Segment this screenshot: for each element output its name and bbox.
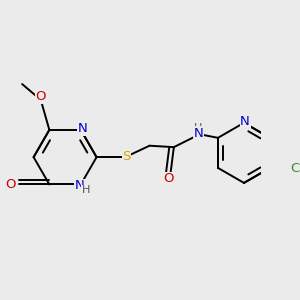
Text: Cl: Cl bbox=[290, 162, 300, 175]
Text: H: H bbox=[82, 185, 90, 195]
Text: H: H bbox=[194, 123, 202, 133]
Text: O: O bbox=[35, 90, 46, 103]
Text: N: N bbox=[194, 127, 204, 140]
Text: O: O bbox=[164, 172, 174, 185]
Text: N: N bbox=[77, 122, 87, 135]
Text: O: O bbox=[5, 178, 16, 191]
Text: S: S bbox=[122, 150, 131, 164]
Text: N: N bbox=[74, 179, 84, 192]
Text: N: N bbox=[240, 115, 250, 128]
